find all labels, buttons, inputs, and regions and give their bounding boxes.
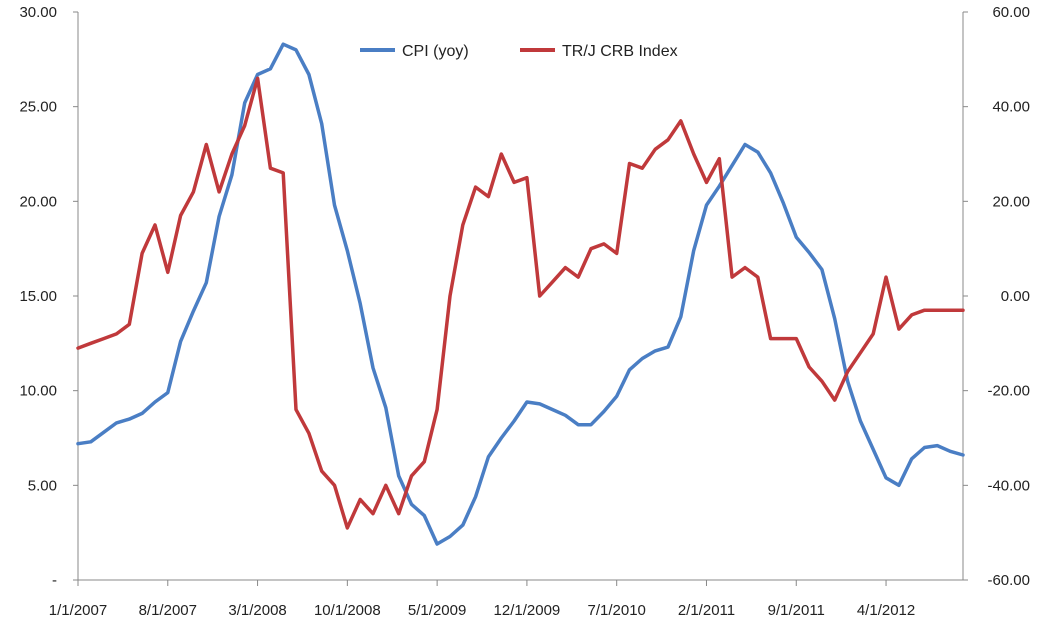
y-left-tick-label: 15.00 <box>19 288 57 305</box>
y-right-tick-label: 60.00 <box>992 4 1030 21</box>
y-left-tick-label: 30.00 <box>19 4 57 21</box>
y-left-tick-label: 5.00 <box>28 477 57 494</box>
x-tick-label: 9/1/2011 <box>768 602 825 619</box>
legend: CPI (yoy) TR/J CRB Index <box>360 43 678 60</box>
series-lines <box>76 42 965 546</box>
legend-label-cpi: CPI (yoy) <box>402 43 469 60</box>
x-tick-label: 2/1/2011 <box>678 602 735 619</box>
y-right-tick-label: 40.00 <box>992 99 1030 116</box>
x-tick-label: 4/1/2012 <box>857 602 915 619</box>
x-tick-label: 8/1/2007 <box>139 602 197 619</box>
series-line-cpi <box>76 42 965 546</box>
x-tick-label: 1/1/2007 <box>49 602 107 619</box>
y-right-tick-label: 20.00 <box>992 193 1030 210</box>
axes <box>73 11 968 586</box>
y-left-tick-label: 25.00 <box>19 99 57 116</box>
y-left-tick-label: 10.00 <box>19 383 57 400</box>
x-tick-label: 3/1/2008 <box>228 602 286 619</box>
y-right-tick-label: -40.00 <box>987 477 1030 494</box>
x-tick-label: 5/1/2009 <box>408 602 466 619</box>
series-line-crb <box>76 76 965 530</box>
x-tick-label: 7/1/2010 <box>588 602 646 619</box>
y-right-tick-label: -60.00 <box>987 572 1030 589</box>
y-left-tick-label: 20.00 <box>19 193 57 210</box>
y-left-tick-label: - <box>52 572 57 589</box>
x-tick-label: 10/1/2008 <box>314 602 381 619</box>
y-right-tick-label: -20.00 <box>987 383 1030 400</box>
tick-labels: - 5.00 10.00 15.00 20.00 25.00 30.00 -60.00 -40.… <box>19 4 1030 619</box>
legend-label-crb: TR/J CRB Index <box>562 43 678 60</box>
y-right-tick-label: 0.00 <box>1001 288 1030 305</box>
x-tick-label: 12/1/2009 <box>494 602 561 619</box>
